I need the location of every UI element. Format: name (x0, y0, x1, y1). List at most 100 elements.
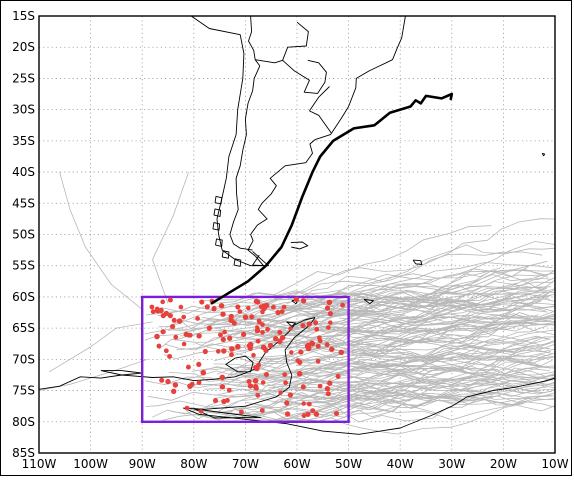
genesis-point (240, 331, 247, 338)
genesis-point (218, 332, 223, 338)
genesis-point (211, 306, 217, 312)
storm-track (319, 348, 496, 370)
genesis-point (219, 374, 226, 381)
chile-island (212, 222, 221, 231)
storm-track (195, 326, 497, 352)
chile-argentina-border (229, 16, 261, 251)
genesis-point (326, 325, 331, 330)
south-america-coastline (190, 16, 406, 267)
lat-label: 30S (12, 103, 35, 117)
storm-track (292, 373, 555, 389)
storm-track (199, 306, 555, 386)
genesis-point (202, 348, 208, 355)
genesis-point (328, 320, 333, 325)
genesis-point (305, 345, 312, 352)
storm-track (176, 286, 552, 351)
storm-track (244, 376, 555, 401)
genesis-point (254, 365, 260, 372)
genesis-point (204, 304, 210, 310)
genesis-point (246, 379, 252, 384)
falkland-islands (290, 241, 309, 250)
storm-track (179, 294, 542, 337)
genesis-point (160, 329, 166, 335)
lat-label: 35S (12, 134, 35, 148)
genesis-point (306, 321, 312, 327)
storm-track (168, 360, 415, 383)
genesis-point (300, 323, 306, 329)
genesis-point (264, 372, 269, 378)
storm-track (295, 343, 555, 373)
chile-island (214, 195, 223, 205)
genesis-point (170, 388, 177, 395)
genesis-point (184, 405, 190, 411)
genesis-point (329, 346, 335, 352)
genesis-point (297, 359, 303, 365)
lat-label: 15S (12, 9, 35, 23)
lon-label: 80W (180, 457, 207, 471)
genesis-point (242, 314, 249, 320)
latitude-labels: 15S 20S 25S 30S 35S 40S 45S 50S 55S 60S 65S 70S 75S 8… (12, 9, 35, 460)
genesis-point (260, 322, 265, 328)
highlight-track-line (210, 92, 454, 305)
storm-track (179, 277, 555, 330)
genesis-point (296, 370, 303, 377)
genesis-point (160, 299, 166, 305)
storm-track (330, 395, 554, 422)
storm-track (168, 293, 551, 331)
lat-label: 25S (12, 71, 35, 85)
genesis-point (255, 392, 261, 398)
genesis-point (270, 304, 276, 310)
genesis-point (317, 338, 323, 344)
genesis-point (315, 343, 321, 349)
plot-border (38, 15, 556, 454)
genesis-point (221, 348, 227, 354)
genesis-point (324, 305, 331, 311)
genesis-point (171, 317, 177, 323)
genesis-point (324, 385, 331, 392)
genesis-point (215, 349, 221, 354)
storm-track (39, 359, 148, 391)
genesis-point (225, 398, 230, 403)
storm-track (332, 268, 549, 302)
genesis-point (253, 385, 259, 391)
region-box-outline (140, 295, 350, 423)
storm-track (196, 400, 405, 418)
region-box (140, 295, 350, 423)
genesis-point (226, 387, 232, 393)
genesis-point (313, 320, 319, 326)
genesis-point (301, 413, 307, 419)
genesis-point (309, 340, 316, 347)
genesis-point (288, 326, 293, 331)
genesis-point (229, 352, 234, 358)
genesis-point (317, 383, 323, 389)
genesis-point (333, 410, 340, 417)
genesis-point (176, 318, 183, 324)
genesis-point (247, 383, 254, 389)
genesis-point (154, 333, 160, 340)
genesis-point (196, 380, 202, 386)
chile-island (213, 208, 222, 217)
storm-track (273, 218, 555, 299)
genesis-point (181, 341, 187, 347)
storm-track (238, 336, 482, 358)
genesis-point (325, 391, 331, 397)
storm-track (220, 357, 554, 419)
genesis-point (231, 320, 237, 326)
genesis-point (278, 390, 283, 396)
storm-track (256, 244, 555, 319)
genesis-point (289, 350, 294, 355)
storm-track (259, 286, 548, 316)
lat-label: 65S (12, 321, 35, 335)
lon-label: 90W (129, 457, 156, 471)
genesis-point (229, 346, 235, 352)
genesis-point (279, 334, 286, 341)
genesis-point (178, 304, 184, 310)
storm-track (152, 171, 189, 304)
storm-track (262, 316, 476, 360)
lon-label: 40W (387, 457, 414, 471)
genesis-point (283, 380, 288, 386)
lat-label: 70S (12, 352, 35, 366)
genesis-point (327, 380, 333, 386)
genesis-point (167, 353, 173, 359)
genesis-point (159, 377, 165, 383)
